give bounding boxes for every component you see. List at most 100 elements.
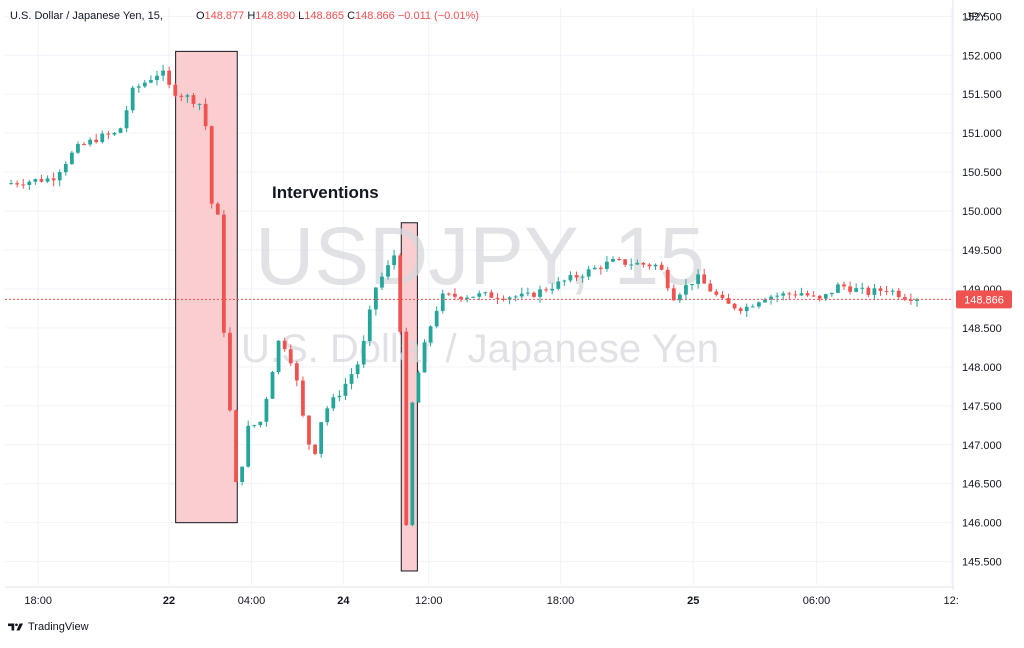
candle	[203, 98, 208, 130]
candle-body	[325, 408, 330, 423]
candle	[817, 295, 822, 302]
candle	[258, 421, 263, 428]
candle-body	[477, 293, 482, 297]
candle	[465, 295, 469, 303]
candle-body	[142, 82, 147, 87]
candle-body	[276, 340, 281, 373]
high-value: 148.890	[255, 10, 296, 22]
candle-body	[240, 466, 244, 483]
candle	[307, 415, 311, 451]
candle-body	[453, 293, 457, 297]
y-tick-label: 145.500	[962, 557, 1002, 569]
candle-body	[465, 297, 469, 300]
candle-body	[890, 290, 895, 292]
candle	[27, 179, 32, 190]
x-tick-label: 22	[163, 595, 175, 607]
candle-body	[149, 80, 153, 83]
candle	[161, 64, 165, 82]
candle	[787, 291, 792, 300]
candle	[677, 292, 682, 303]
candle	[471, 296, 476, 299]
y-tick-label: 147.500	[962, 401, 1002, 413]
candle-body	[155, 75, 159, 81]
y-tick-label: 147.000	[962, 440, 1002, 452]
candle-body	[416, 372, 421, 403]
candle	[495, 293, 500, 305]
candle-body	[343, 383, 348, 396]
candle	[562, 279, 567, 286]
candle	[519, 287, 524, 299]
candle	[708, 279, 713, 292]
candle-body	[33, 179, 38, 182]
candle-body	[161, 70, 165, 76]
candle	[228, 327, 232, 412]
candle-body	[27, 181, 32, 185]
candle	[884, 285, 889, 296]
candle-body	[21, 184, 26, 186]
candle-body	[337, 395, 342, 398]
candle-body	[714, 291, 719, 295]
y-tick-label: 146.000	[962, 518, 1002, 530]
candle	[726, 293, 731, 304]
candle	[343, 378, 348, 401]
candle	[550, 283, 555, 295]
candle	[775, 292, 780, 303]
candle	[836, 282, 840, 294]
tradingview-brand: TradingView	[28, 621, 89, 633]
footer[interactable]: TradingView	[8, 621, 89, 633]
watermark-symbol: USDJPY, 15	[255, 211, 705, 302]
candle	[440, 289, 445, 314]
candle-body	[228, 332, 232, 411]
x-tick-label: 12:	[943, 595, 958, 607]
candle-body	[446, 293, 451, 295]
candle	[428, 325, 433, 347]
candle	[167, 66, 172, 89]
candle	[155, 70, 159, 86]
candle	[665, 266, 670, 292]
candle-body	[373, 287, 378, 310]
candle	[422, 339, 427, 373]
candle	[781, 291, 786, 301]
candle-body	[617, 258, 621, 260]
candle	[434, 306, 439, 329]
candle-body	[167, 70, 172, 85]
candle	[179, 93, 184, 102]
candle-body	[288, 349, 293, 364]
candle	[714, 289, 719, 297]
candle	[544, 287, 548, 293]
candle-body	[817, 295, 822, 299]
candle	[69, 150, 74, 166]
candle-body	[684, 285, 688, 295]
x-tick-label: 12:00	[415, 595, 443, 607]
axes: 152.500 152.000 151.500 151.000 150.500 150.0…	[5, 0, 1002, 607]
candle	[276, 340, 281, 375]
candle-body	[763, 299, 767, 303]
candle	[63, 161, 68, 176]
y-tick-label: 149.500	[962, 245, 1002, 257]
candle-body	[611, 258, 615, 262]
candle	[142, 79, 147, 89]
candle-body	[39, 179, 44, 182]
candle	[799, 287, 804, 297]
candle-body	[313, 444, 317, 454]
candle-body	[805, 293, 810, 296]
candle	[611, 256, 615, 263]
candle-body	[471, 296, 476, 298]
candle-body	[82, 144, 86, 146]
candle-body	[489, 292, 494, 298]
candle	[592, 265, 597, 270]
candle	[294, 361, 299, 387]
candle-body	[902, 297, 907, 300]
candle	[221, 210, 226, 338]
candle	[763, 297, 767, 303]
candle	[483, 291, 488, 296]
candle-body	[829, 292, 834, 295]
candle-body	[525, 292, 530, 294]
candle-body	[130, 87, 135, 111]
candle-body	[307, 415, 311, 445]
candle-body	[179, 95, 184, 97]
x-tick-label: 18:00	[547, 595, 575, 607]
candle	[325, 406, 330, 426]
